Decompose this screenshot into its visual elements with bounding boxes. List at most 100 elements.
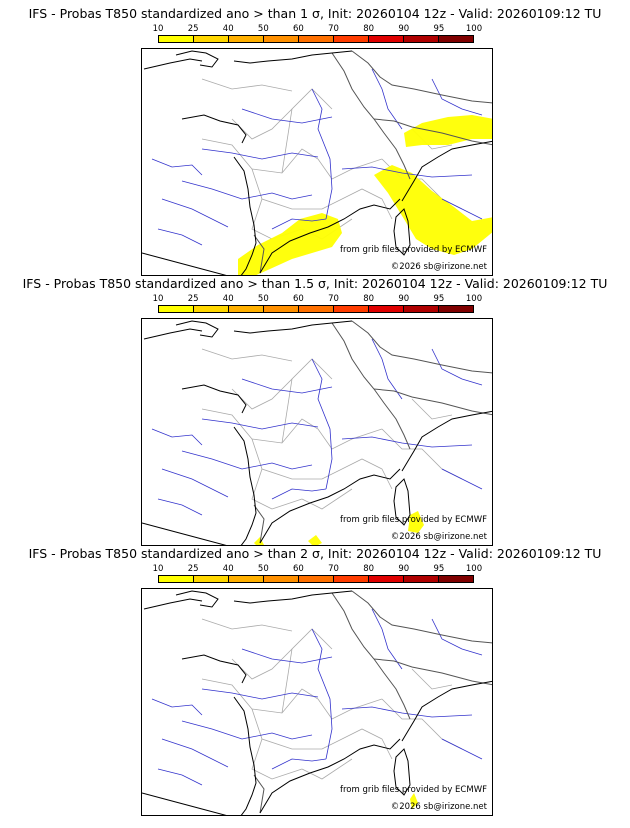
color-legend — [158, 575, 474, 583]
region-border — [341, 728, 393, 760]
legend-tick-label: 70 — [328, 294, 339, 304]
legend-color-cell — [229, 576, 264, 582]
source-credit: from grib files provided by ECMWF — [340, 785, 487, 795]
region-border — [251, 708, 343, 750]
river-line — [181, 180, 313, 200]
river-line — [431, 348, 483, 386]
legend-tick-label: 70 — [328, 564, 339, 574]
legend-tick-label: 100 — [465, 294, 483, 304]
coastline — [233, 426, 257, 545]
legend-color-cell — [159, 306, 194, 312]
legend-tick-label: 50 — [257, 294, 269, 304]
river-line — [201, 418, 319, 430]
legend-color-cell — [229, 306, 264, 312]
legend-color-cell — [369, 306, 404, 312]
copyright-credit: ©2026 sb@irizone.net — [390, 262, 487, 272]
region-border — [201, 78, 293, 92]
river-line — [151, 698, 203, 716]
legend-tick-label: 50 — [257, 24, 269, 34]
legend-color-cell — [159, 576, 194, 582]
probability-area — [374, 165, 492, 255]
legend-color-cell — [404, 306, 439, 312]
region-border — [201, 408, 383, 450]
river-line — [271, 758, 327, 770]
map-frame: from grib files provided by ECMWF ©2026 … — [141, 48, 493, 276]
map-svg — [142, 590, 492, 815]
legend-tick-label: 10 — [152, 294, 164, 304]
river-line — [201, 688, 319, 700]
coastline — [233, 320, 353, 334]
map-panel-1: IFS - Probas T850 standardized ano > tha… — [0, 0, 630, 276]
copyright-credit: ©2026 sb@irizone.net — [390, 802, 487, 812]
region-border — [251, 738, 303, 780]
coastline — [175, 320, 219, 338]
region-border — [231, 108, 293, 140]
river-line — [341, 436, 473, 448]
coastline — [233, 50, 353, 64]
river-line — [161, 468, 229, 498]
river-line — [431, 78, 483, 116]
coastline — [401, 680, 492, 742]
legend-color-cell — [194, 36, 229, 42]
coastline — [233, 156, 257, 275]
river-line — [161, 738, 229, 768]
legend-tick-label: 25 — [187, 24, 199, 34]
legend-tick-label: 60 — [293, 294, 304, 304]
river-line — [151, 428, 203, 446]
coastline — [142, 792, 227, 815]
panel-title: IFS - Probas T850 standardized ano > tha… — [28, 546, 602, 561]
color-legend — [158, 35, 474, 43]
coastline — [233, 590, 353, 604]
coastline — [175, 590, 219, 608]
river-line — [157, 498, 203, 516]
coastline — [142, 522, 227, 545]
river-line — [441, 198, 483, 220]
river-line — [371, 338, 403, 400]
country-border — [253, 504, 265, 544]
coastline — [401, 140, 492, 202]
legend-color-cell — [404, 576, 439, 582]
river-line — [157, 228, 203, 246]
river-line — [371, 608, 403, 670]
coastline — [142, 252, 227, 275]
probability-area — [254, 537, 264, 545]
river-line — [311, 628, 333, 760]
river-line — [241, 378, 333, 394]
region-border — [201, 348, 293, 362]
legend-tick-label: 40 — [222, 294, 234, 304]
river-line — [341, 166, 473, 178]
coastline — [393, 748, 411, 796]
legend-tick-label: 60 — [293, 564, 304, 574]
legend-color-cell — [369, 36, 404, 42]
legend-color-cell — [334, 576, 369, 582]
probability-area — [238, 213, 342, 275]
legend-color-cell — [264, 576, 299, 582]
coastline — [175, 50, 219, 68]
map-panel-3: IFS - Probas T850 standardized ano > tha… — [0, 540, 630, 816]
legend-tick-label: 10 — [152, 24, 164, 34]
legend-color-cell — [229, 36, 264, 42]
region-border — [341, 458, 393, 490]
legend-tick-label: 80 — [363, 24, 375, 34]
coastline — [181, 654, 247, 684]
legend-color-cell — [404, 36, 439, 42]
legend-tick-label: 10 — [152, 564, 164, 574]
river-line — [341, 706, 473, 718]
country-border — [373, 118, 492, 146]
legend-labels: 10 25 40 50 60 70 80 90 95 100 — [153, 294, 483, 304]
coastline — [181, 114, 247, 144]
map-svg — [142, 50, 492, 275]
map-frame: from grib files provided by ECMWF ©2026 … — [141, 318, 493, 546]
river-line — [201, 148, 319, 160]
region-border — [301, 488, 353, 510]
region-border — [231, 648, 293, 680]
country-border — [351, 320, 492, 374]
region-border — [231, 378, 293, 410]
river-line — [431, 618, 483, 656]
legend-color-cell — [159, 36, 194, 42]
coastline — [143, 598, 203, 610]
legend-color-cell — [439, 306, 473, 312]
river-line — [311, 358, 333, 490]
map-frame: from grib files provided by ECMWF ©2026 … — [141, 588, 493, 816]
legend-tick-label: 80 — [363, 294, 375, 304]
